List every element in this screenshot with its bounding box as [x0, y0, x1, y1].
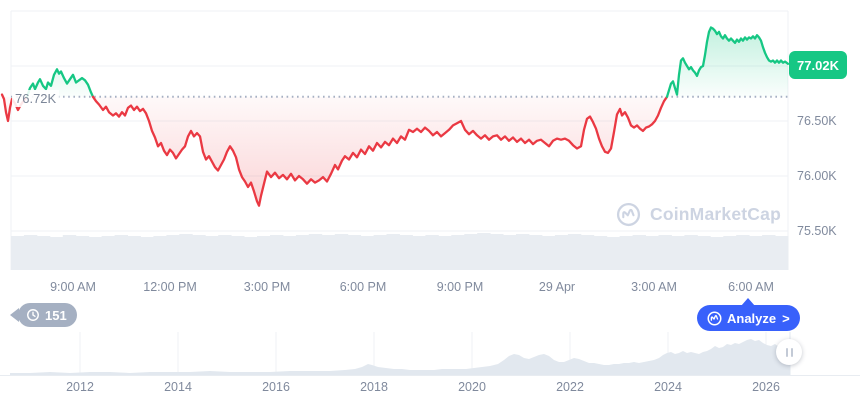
brush-year-label: 2026	[752, 380, 780, 394]
y-axis-label: 76.00K	[797, 169, 837, 183]
analyze-button[interactable]: Analyze >	[697, 298, 800, 331]
x-axis-label: 3:00 AM	[631, 280, 677, 294]
coinmarketcap-logo-icon	[616, 202, 641, 227]
watermark: CoinMarketCap	[616, 202, 781, 227]
x-axis-label: 6:00 PM	[339, 280, 387, 294]
drag-grip-icon	[790, 347, 793, 357]
x-axis-label: 9:00 AM	[50, 280, 96, 294]
brush-year-label: 2012	[66, 380, 94, 394]
brush-year-label: 2024	[654, 380, 682, 394]
x-axis-label: 29 Apr	[538, 280, 576, 294]
open-price-label: 76.72K	[12, 90, 60, 107]
x-axis-label: 9:00 PM	[436, 280, 484, 294]
analyze-label: Analyze	[727, 310, 777, 326]
x-axis-label: 12:00 PM	[143, 280, 197, 294]
watermark-text: CoinMarketCap	[650, 204, 781, 224]
history-count-badge[interactable]: 151	[18, 303, 77, 327]
chevron-right-icon: >	[782, 310, 790, 326]
drag-grip-icon	[785, 347, 788, 357]
x-axis-label: 3:00 PM	[243, 280, 291, 294]
x-axis-label: 6:00 AM	[728, 280, 774, 294]
history-count-value: 151	[45, 307, 67, 323]
brush-year-label: 2018	[360, 380, 388, 394]
history-clock-icon	[27, 309, 39, 321]
y-axis-label: 76.50K	[797, 114, 837, 128]
current-price-badge: 77.02K	[789, 51, 847, 79]
brush-year-label: 2014	[164, 380, 192, 394]
brush-year-label: 2016	[262, 380, 290, 394]
brush-year-label: 2022	[556, 380, 584, 394]
brush-drag-handle[interactable]	[776, 339, 802, 365]
brush-year-label: 2020	[458, 380, 486, 394]
y-axis-label: 75.50K	[797, 224, 837, 238]
current-price-value: 77.02K	[797, 57, 839, 73]
coinmarketcap-logo-icon	[707, 311, 722, 325]
